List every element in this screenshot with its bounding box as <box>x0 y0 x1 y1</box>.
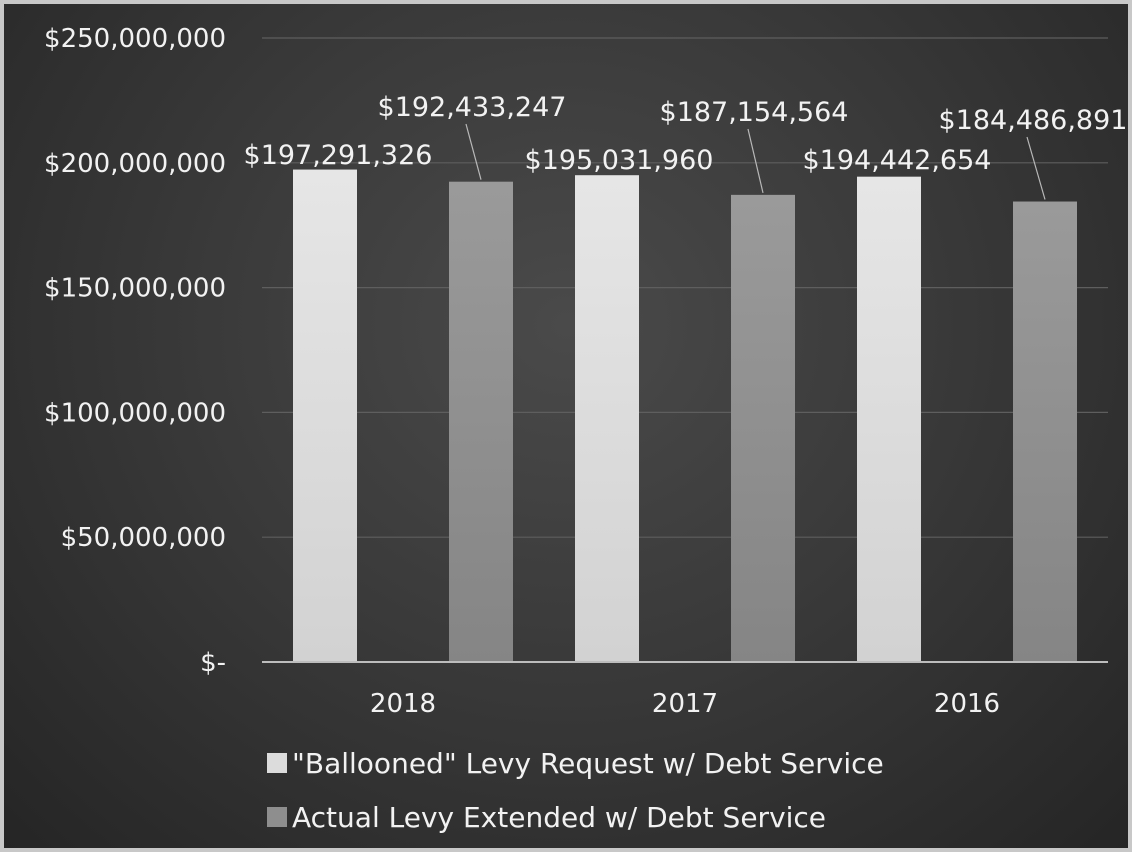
x-tick-label: 2016 <box>934 689 1000 719</box>
data-label: $195,031,960 <box>525 145 714 176</box>
bar-2018-actual <box>449 181 513 662</box>
y-tick-label: $100,000,000 <box>44 398 226 428</box>
y-tick-label: $250,000,000 <box>44 24 226 54</box>
legend-swatch <box>267 807 287 827</box>
legend-swatch <box>267 753 287 773</box>
y-tick-label: $200,000,000 <box>44 149 226 179</box>
y-tick-label: $150,000,000 <box>44 274 226 304</box>
data-label: $192,433,247 <box>378 92 567 123</box>
data-label: $187,154,564 <box>660 97 849 128</box>
y-tick-label: $- <box>200 648 226 678</box>
bar-2016-actual <box>1013 201 1077 662</box>
data-label-leader-line <box>747 128 764 193</box>
y-tick-label: $50,000,000 <box>61 523 226 553</box>
data-label: $184,486,891 <box>939 105 1128 136</box>
legend-label: Actual Levy Extended w/ Debt Service <box>292 801 826 834</box>
bar-2017-request <box>575 175 639 662</box>
data-label: $194,442,654 <box>803 145 992 176</box>
legend-label: "Ballooned" Levy Request w/ Debt Service <box>292 747 884 780</box>
bar-2018-request <box>293 169 357 662</box>
x-tick-label: 2017 <box>652 689 718 719</box>
bar-2017-actual <box>731 194 795 662</box>
data-label: $197,291,326 <box>244 140 433 171</box>
data-label-leader-line <box>1026 136 1046 200</box>
data-label-leader-line <box>465 123 482 180</box>
bar-2016-request <box>857 176 921 662</box>
bar-chart: $- $50,000,000 $100,000,000 $150,000,000 $20… <box>44 24 1128 834</box>
x-tick-label: 2018 <box>370 689 436 719</box>
chart-frame: $- $50,000,000 $100,000,000 $150,000,000 $20… <box>4 4 1128 848</box>
